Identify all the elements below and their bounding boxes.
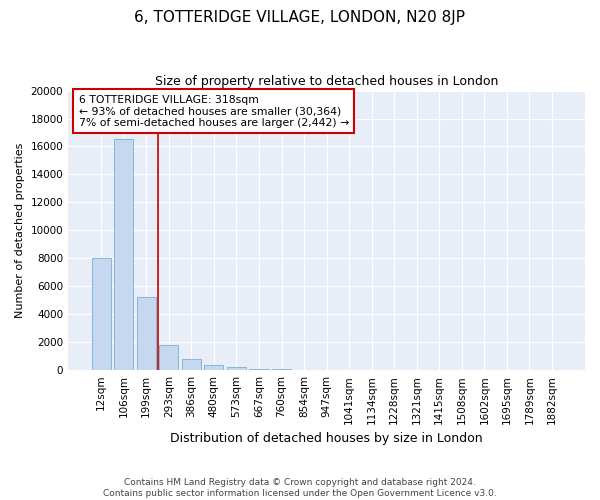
Text: 6, TOTTERIDGE VILLAGE, LONDON, N20 8JP: 6, TOTTERIDGE VILLAGE, LONDON, N20 8JP bbox=[134, 10, 466, 25]
X-axis label: Distribution of detached houses by size in London: Distribution of detached houses by size … bbox=[170, 432, 483, 445]
Bar bbox=[137, 298, 156, 370]
Bar bbox=[92, 258, 111, 370]
Bar bbox=[159, 345, 178, 370]
Y-axis label: Number of detached properties: Number of detached properties bbox=[15, 142, 25, 318]
Bar bbox=[250, 368, 269, 370]
Bar bbox=[205, 365, 223, 370]
Bar bbox=[227, 367, 246, 370]
Bar bbox=[182, 359, 201, 370]
Title: Size of property relative to detached houses in London: Size of property relative to detached ho… bbox=[155, 75, 498, 88]
Text: 6 TOTTERIDGE VILLAGE: 318sqm
← 93% of detached houses are smaller (30,364)
7% of: 6 TOTTERIDGE VILLAGE: 318sqm ← 93% of de… bbox=[79, 94, 349, 128]
Text: Contains HM Land Registry data © Crown copyright and database right 2024.
Contai: Contains HM Land Registry data © Crown c… bbox=[103, 478, 497, 498]
Bar bbox=[114, 140, 133, 370]
